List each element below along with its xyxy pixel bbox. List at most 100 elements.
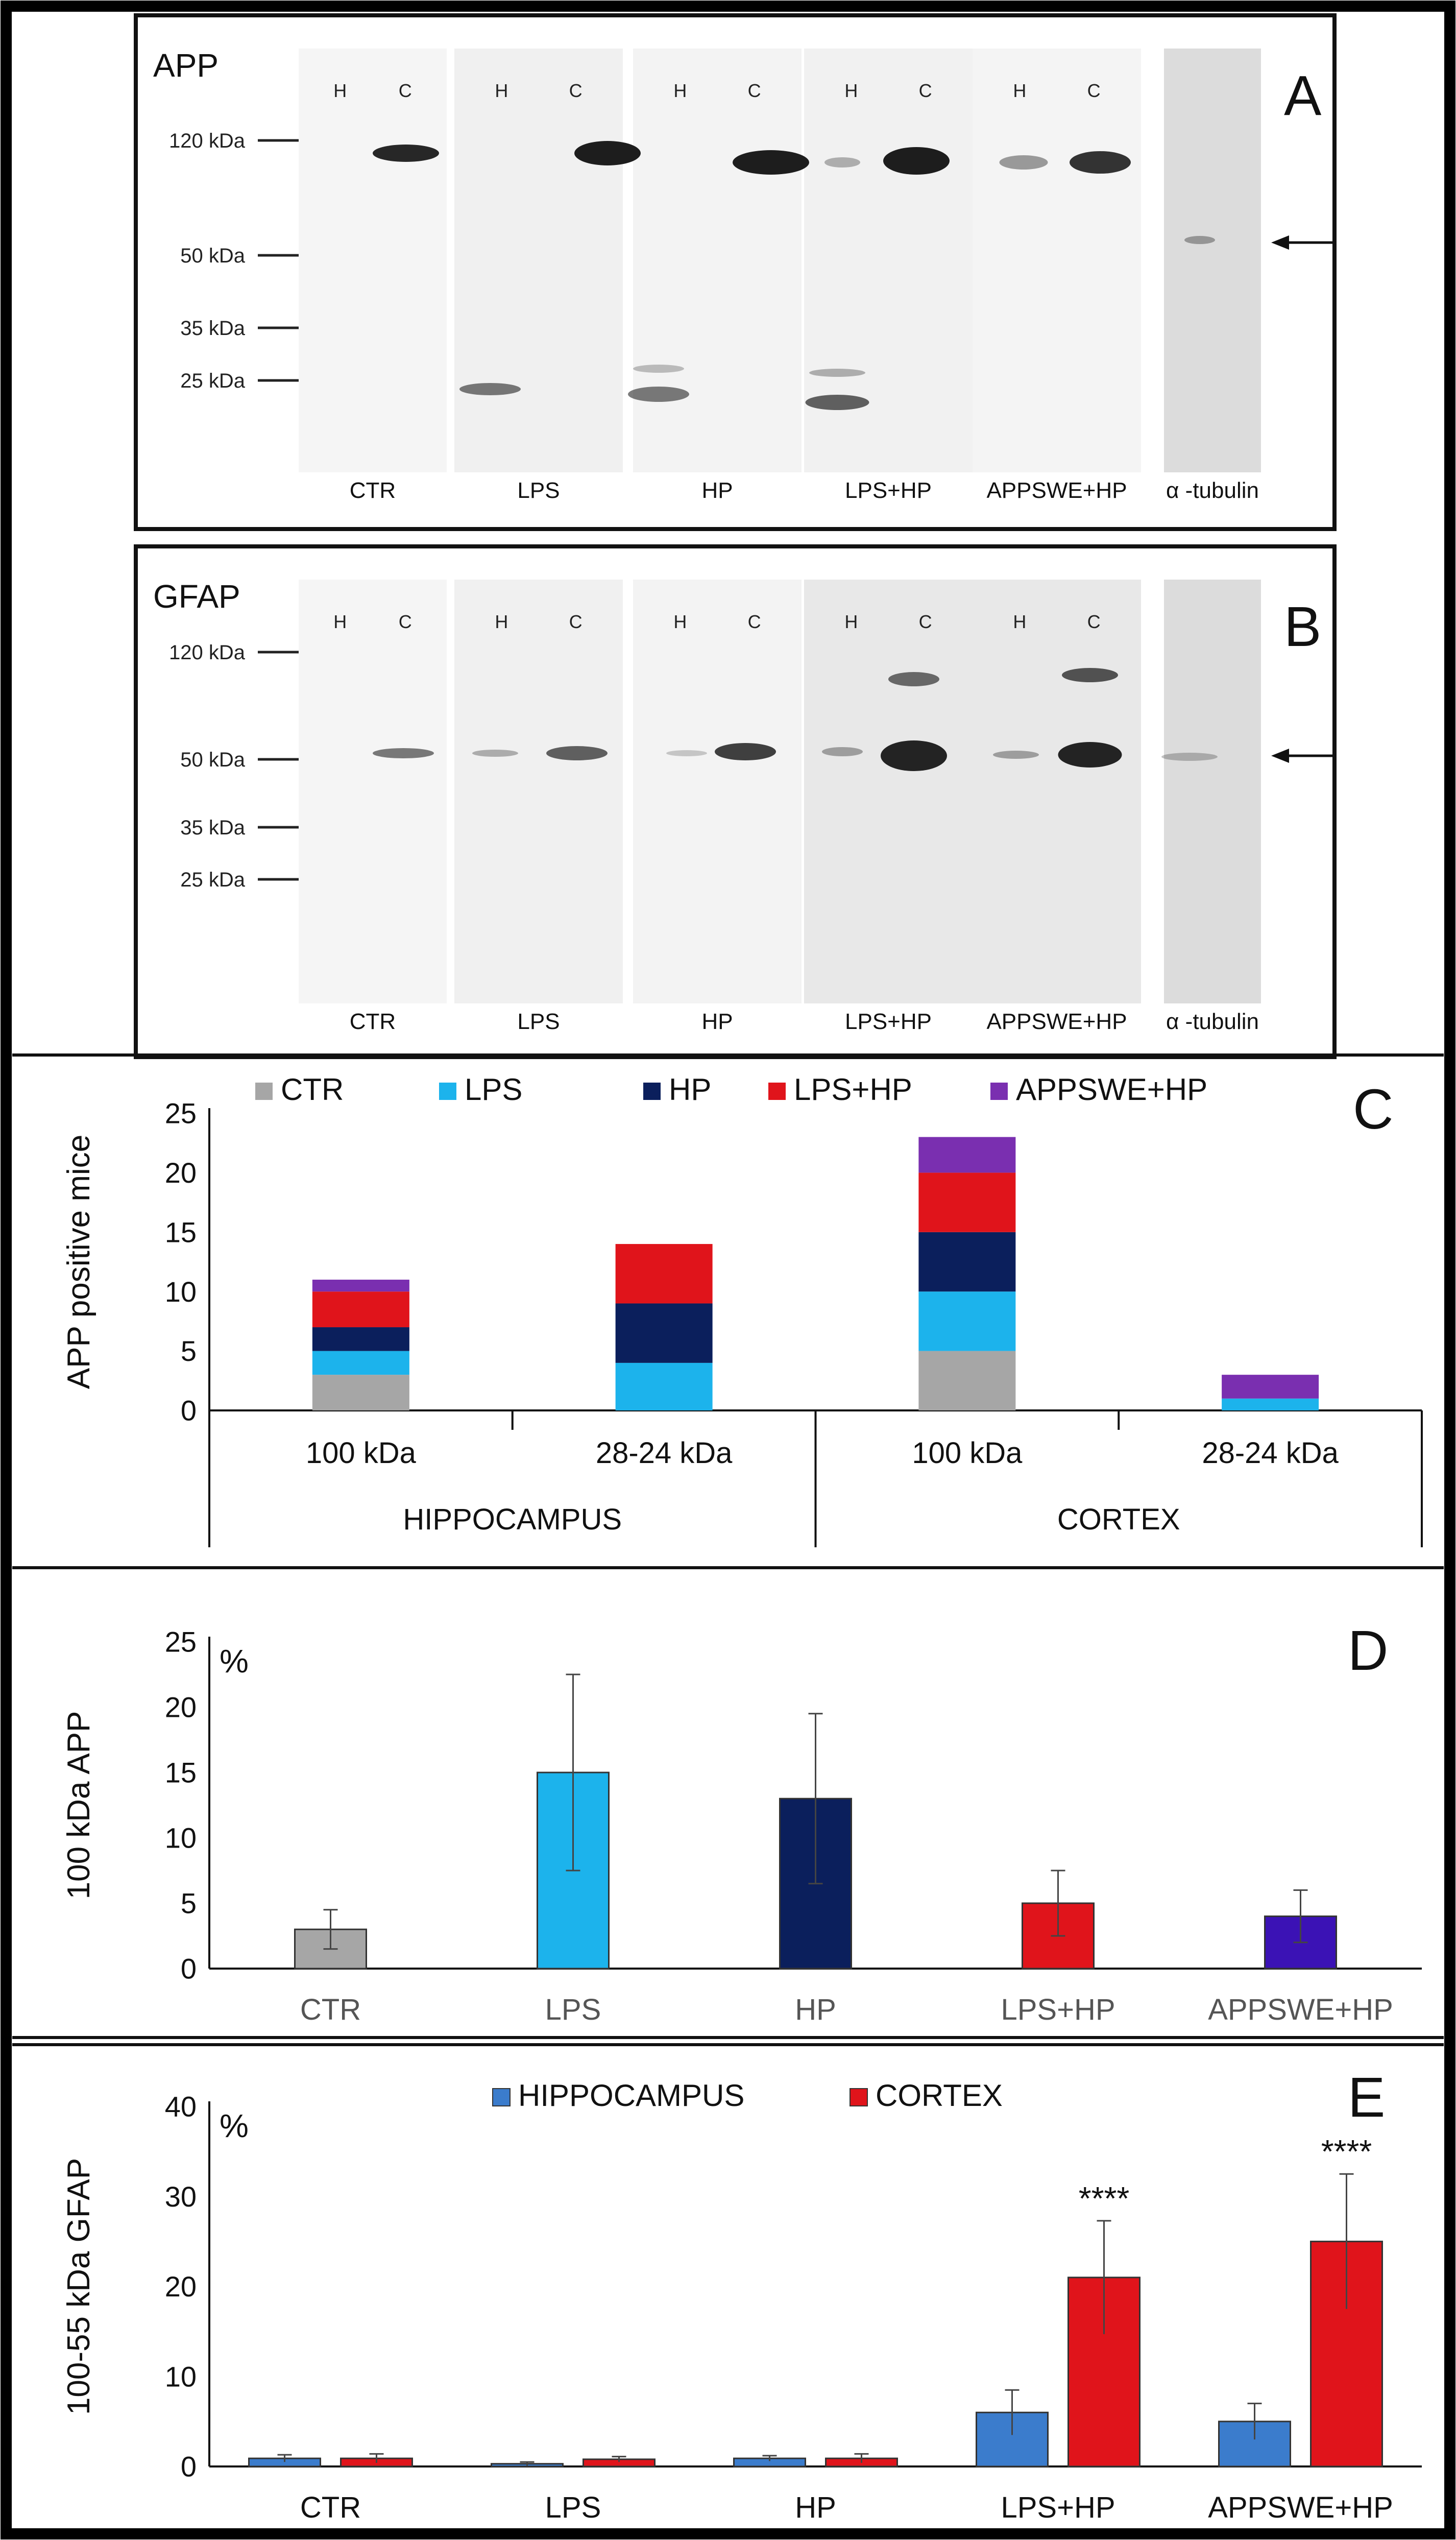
panel-c-legend-label: APPSWE+HP	[1016, 1072, 1207, 1107]
panel-b-lane-h-label: H	[333, 611, 347, 632]
panel-e-significance: ****	[1079, 2180, 1130, 2217]
panel-e-y-tick-label: 30	[165, 2180, 197, 2213]
panel-c-group-label: CORTEX	[1057, 1503, 1180, 1536]
panel-a-lane	[973, 49, 1141, 472]
panel-a-band	[628, 387, 689, 402]
panel-d-x-tick-label: CTR	[300, 1993, 361, 2026]
panel-b-band	[666, 750, 707, 756]
panel-b-lane	[804, 580, 973, 1003]
panel-c-bar-segment	[312, 1351, 409, 1375]
panel-b-lane	[973, 580, 1141, 1003]
panel-e-x-tick-label: LPS+HP	[1001, 2491, 1115, 2524]
panel-a-lane-label: LPS	[517, 478, 560, 503]
panel-c-bar-segment	[615, 1244, 713, 1304]
panel-c-y-label: APP positive mice	[61, 1135, 96, 1389]
panel-c-x-tick-label: 100 kDa	[306, 1436, 417, 1470]
panel-b-band	[1058, 742, 1122, 768]
panel-a-band	[459, 383, 521, 395]
panel-d-x-tick-label: APPSWE+HP	[1208, 1993, 1393, 2026]
panel-b-lane	[299, 580, 447, 1003]
panel-a-marker-label: 35 kDa	[180, 317, 245, 340]
panel-c-bar-segment	[918, 1291, 1016, 1351]
panel-a-lane-label: CTR	[350, 478, 396, 503]
panel-c-chart: 0 5 10 15 20 25 C APP positive mice CTR LPS HP LPS+…	[61, 1072, 1423, 1547]
panel-a-lane-c-label: C	[399, 80, 412, 101]
panel-b-lane-c-label: C	[399, 611, 412, 632]
panel-c-group-label: HIPPOCAMPUS	[403, 1503, 622, 1536]
panel-a-band	[805, 395, 869, 410]
panel-b-lane-label: LPS+HP	[845, 1009, 932, 1034]
panel-a-band	[883, 147, 950, 175]
panel-d-x-tick-label: LPS	[545, 1993, 601, 2026]
panel-e-letter: E	[1348, 2066, 1385, 2129]
panel-b-lane-c-label: C	[569, 611, 583, 632]
panel-c-bar-segment	[918, 1172, 1016, 1232]
panel-a-lane	[454, 49, 623, 472]
panel-c-bar-segment	[312, 1291, 409, 1328]
panel-c-bar-segment	[615, 1362, 713, 1410]
panel-e-x-tick-label: CTR	[300, 2491, 361, 2524]
panel-a-band	[999, 155, 1048, 170]
panel-b-lane	[454, 580, 623, 1003]
panel-b-band	[546, 746, 608, 760]
panel-c-bar-segment	[1222, 1398, 1319, 1410]
panel-b-arrow-head	[1271, 749, 1289, 763]
panel-c-y-tick-label: 0	[181, 1395, 197, 1427]
panel-b-lane-label: α -tubulin	[1166, 1009, 1259, 1034]
panel-c-bar-segment	[918, 1137, 1016, 1173]
panel-b-marker-label: 120 kDa	[169, 641, 246, 664]
panel-b-marker-label: 35 kDa	[180, 817, 245, 839]
panel-b-lane-h-label: H	[1013, 611, 1026, 632]
panel-b-lane-c-label: C	[1087, 611, 1101, 632]
panel-b-lane-label: APPSWE+HP	[986, 1009, 1127, 1034]
panel-c-legend-swatch	[439, 1083, 456, 1100]
panel-a-lane-h-label: H	[673, 80, 687, 101]
panel-b-lane-h-label: H	[844, 611, 858, 632]
panel-e-x-tick-label: HP	[795, 2491, 836, 2524]
panel-e-bar	[1067, 2277, 1140, 2467]
panel-c-legend-swatch	[255, 1083, 273, 1100]
panel-d-y-tick-label: 25	[165, 1626, 197, 1658]
panel-a-lane-h-label: H	[844, 80, 858, 101]
panel-b-band	[993, 751, 1039, 759]
panel-e-significance: ****	[1321, 2133, 1372, 2170]
panel-a-lane-h-label: H	[1013, 80, 1026, 101]
panel-a-marker-label: 120 kDa	[169, 130, 246, 152]
panel-b-lane	[633, 580, 802, 1003]
panel-d-chart: 0 5 10 15 20 25 D% 100 kDa APP CTR LPS HP LPS+HP APP…	[61, 1619, 1422, 2026]
panel-c-legend-label: LPS	[465, 1072, 522, 1107]
panel-b-lane	[1164, 580, 1261, 1003]
panel-e-unit: %	[220, 2107, 249, 2144]
panel-a-title: APP	[153, 47, 219, 84]
panel-d-y-tick-label: 0	[181, 1953, 197, 1985]
panel-b-lane-h-label: H	[495, 611, 508, 632]
panel-c-bar-segment	[615, 1303, 713, 1363]
panel-b-band	[1062, 668, 1118, 682]
panel-d-x-tick-label: LPS+HP	[1001, 1993, 1115, 2026]
panel-a-lane-label: LPS+HP	[845, 478, 932, 503]
panel-a-lane	[1164, 49, 1261, 472]
panel-b-band	[1161, 753, 1218, 761]
panel-b-lane-c-label: C	[748, 611, 761, 632]
panel-a-lane-c-label: C	[748, 80, 761, 101]
panel-a-letter: A	[1284, 64, 1322, 127]
panel-b-title: GFAP	[153, 578, 240, 615]
panel-b-blot: GFAP B 120 kDa 50 kDa 35 kDa 25 kDa H C CTR H C LPS…	[153, 578, 1332, 1034]
panel-e-x-tick-label: LPS	[545, 2491, 601, 2524]
panel-e-chart: 0 10 20 30 40 E% 100-55 kDa GFAP HIPPOCAMPUS COR…	[61, 2066, 1422, 2524]
panel-c-bar-segment	[1222, 1375, 1319, 1399]
panel-b-band	[881, 740, 947, 771]
panel-e-y-label: 100-55 kDa GFAP	[61, 2158, 96, 2415]
panel-d-y-tick-label: 5	[181, 1887, 197, 1920]
panel-e-y-tick-label: 10	[165, 2360, 197, 2392]
panel-d-unit: %	[220, 1643, 249, 1680]
panel-e-legend-swatch	[850, 2088, 868, 2106]
panel-b-marker-label: 25 kDa	[180, 869, 245, 891]
panel-a-band	[824, 157, 860, 167]
panel-b-band	[472, 750, 518, 757]
panel-b-band	[888, 672, 939, 686]
panel-a-lane-label: APPSWE+HP	[986, 478, 1127, 503]
panel-c-bar-segment	[312, 1375, 409, 1410]
panel-a-lane-label: α -tubulin	[1166, 478, 1259, 503]
